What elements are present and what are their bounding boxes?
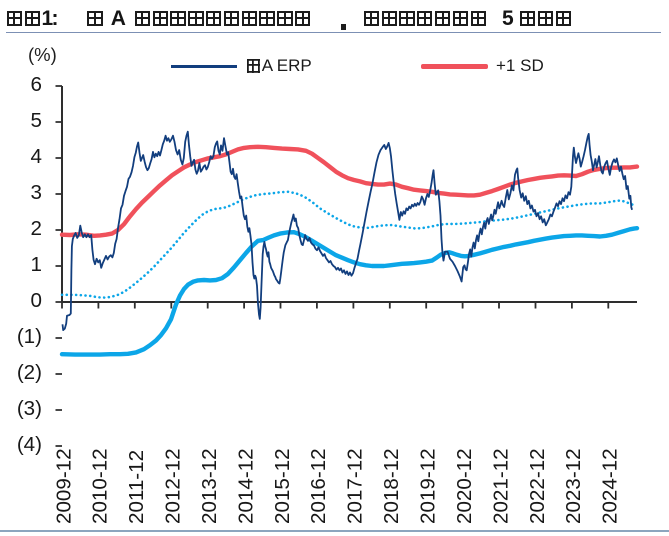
svg-text:0: 0 — [31, 289, 42, 312]
svg-text:2018-12: 2018-12 — [380, 448, 403, 524]
svg-text:(3): (3) — [17, 397, 42, 420]
svg-text:3: 3 — [31, 181, 42, 204]
svg-text:2023-12: 2023-12 — [562, 448, 585, 524]
svg-text:2010-12: 2010-12 — [89, 448, 112, 524]
svg-text:2021-12: 2021-12 — [489, 448, 512, 524]
svg-text:2022-12: 2022-12 — [526, 448, 549, 524]
svg-text:2024-12: 2024-12 — [599, 448, 622, 524]
svg-text:2014-12: 2014-12 — [234, 448, 257, 524]
svg-text:(4): (4) — [17, 433, 42, 456]
svg-text:2016-12: 2016-12 — [307, 448, 330, 524]
svg-text:2020-12: 2020-12 — [453, 448, 476, 524]
svg-text:6: 6 — [31, 73, 42, 96]
svg-text:2012-12: 2012-12 — [162, 448, 185, 524]
svg-text:1: 1 — [31, 253, 42, 276]
svg-text:2015-12: 2015-12 — [271, 448, 294, 524]
svg-text:2017-12: 2017-12 — [344, 448, 367, 524]
svg-text:(2): (2) — [17, 361, 42, 384]
svg-text:2: 2 — [31, 217, 42, 240]
svg-text:2019-12: 2019-12 — [417, 448, 440, 524]
svg-text:2009-12: 2009-12 — [52, 448, 75, 524]
svg-text:4: 4 — [31, 145, 42, 168]
svg-text:(1): (1) — [17, 325, 42, 348]
svg-text:2013-12: 2013-12 — [198, 448, 221, 524]
svg-text:2011-12: 2011-12 — [125, 450, 148, 524]
svg-text:5: 5 — [31, 109, 42, 132]
